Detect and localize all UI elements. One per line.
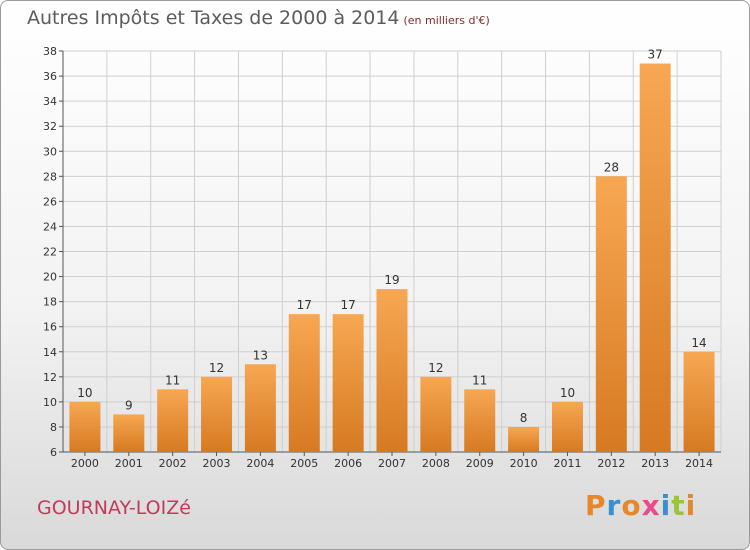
bar bbox=[332, 314, 364, 452]
chart-title: Autres Impôts et Taxes de 2000 à 2014 (en… bbox=[27, 7, 490, 29]
y-tick-label: 10 bbox=[43, 396, 57, 409]
bar bbox=[683, 351, 715, 452]
x-tick-label: 2001 bbox=[115, 457, 143, 470]
bar-value-label: 28 bbox=[604, 160, 619, 174]
logo-letter: t bbox=[671, 489, 686, 522]
bar-value-label: 11 bbox=[165, 373, 180, 387]
bar-value-label: 12 bbox=[209, 361, 224, 375]
bar-value-label: 9 bbox=[125, 398, 133, 412]
bar-value-label: 37 bbox=[648, 48, 663, 62]
bar-value-label: 17 bbox=[340, 298, 355, 312]
bar-value-label: 10 bbox=[77, 386, 92, 400]
y-tick-label: 32 bbox=[43, 120, 57, 133]
bar bbox=[508, 426, 540, 452]
bar bbox=[420, 376, 452, 452]
y-tick-label: 34 bbox=[43, 95, 57, 108]
bar bbox=[464, 389, 496, 452]
chart-title-text: Autres Impôts et Taxes de 2000 à 2014 bbox=[27, 7, 400, 29]
x-tick-label: 2007 bbox=[378, 457, 406, 470]
x-tick-label: 2014 bbox=[685, 457, 713, 470]
y-tick-label: 20 bbox=[43, 271, 57, 284]
x-tick-label: 2004 bbox=[246, 457, 274, 470]
y-tick-label: 12 bbox=[43, 371, 57, 384]
x-tick-label: 2013 bbox=[641, 457, 669, 470]
bar bbox=[639, 63, 671, 452]
x-tick-label: 2002 bbox=[159, 457, 187, 470]
bar-value-label: 12 bbox=[428, 361, 443, 375]
commune-name: GOURNAY-LOIZé bbox=[37, 497, 191, 519]
bar-value-label: 11 bbox=[472, 373, 487, 387]
logo-letter: r bbox=[606, 489, 622, 522]
y-tick-label: 14 bbox=[43, 346, 57, 359]
logo-letter: P bbox=[585, 489, 607, 522]
y-tick-label: 28 bbox=[43, 170, 57, 183]
bar bbox=[157, 389, 189, 452]
bar bbox=[113, 414, 145, 452]
chart-subtitle: (en milliers d'€) bbox=[403, 14, 490, 27]
x-tick-label: 2012 bbox=[597, 457, 625, 470]
logo-letter: o bbox=[621, 489, 642, 522]
bar bbox=[595, 176, 627, 452]
y-tick-label: 30 bbox=[43, 145, 57, 158]
bars: 10 9 11 12 13 17 17 19 12 11 8 10 28 37 14 bbox=[69, 48, 715, 452]
axes: 6 8 10 12 14 16 18 20 22 24 26 28 30 32 34 36 38 2000 2001… bbox=[43, 45, 721, 470]
bar-value-label: 10 bbox=[560, 386, 575, 400]
bar bbox=[244, 364, 276, 452]
y-tick-label: 18 bbox=[43, 296, 57, 309]
bar-value-label: 13 bbox=[253, 348, 268, 362]
bar bbox=[201, 376, 233, 452]
bar bbox=[288, 314, 320, 452]
x-tick-label: 2006 bbox=[334, 457, 362, 470]
x-tick-label: 2010 bbox=[510, 457, 538, 470]
x-tick-label: 2005 bbox=[290, 457, 318, 470]
bar-value-label: 17 bbox=[297, 298, 312, 312]
x-tick-label: 2008 bbox=[422, 457, 450, 470]
logo-letter: i bbox=[660, 489, 672, 522]
logo-letter: i bbox=[685, 489, 697, 522]
proxiti-logo: Proxiti bbox=[585, 489, 696, 522]
bar bbox=[551, 401, 583, 452]
bar bbox=[376, 289, 408, 452]
y-tick-label: 26 bbox=[43, 195, 57, 208]
x-tick-label: 2003 bbox=[203, 457, 231, 470]
y-tick-label: 16 bbox=[43, 321, 57, 334]
x-tick-label: 2009 bbox=[466, 457, 494, 470]
y-tick-label: 24 bbox=[43, 220, 57, 233]
y-tick-label: 8 bbox=[50, 421, 57, 434]
y-tick-label: 6 bbox=[50, 446, 57, 459]
y-tick-label: 22 bbox=[43, 246, 57, 259]
y-tick-label: 38 bbox=[43, 45, 57, 58]
x-tick-label: 2011 bbox=[553, 457, 581, 470]
bar bbox=[69, 401, 101, 452]
x-tick-label: 2000 bbox=[71, 457, 99, 470]
logo-letter: x bbox=[641, 489, 661, 522]
bar-value-label: 19 bbox=[384, 273, 399, 287]
y-tick-label: 36 bbox=[43, 70, 57, 83]
bar-value-label: 8 bbox=[520, 411, 528, 425]
bar-value-label: 14 bbox=[691, 336, 706, 350]
